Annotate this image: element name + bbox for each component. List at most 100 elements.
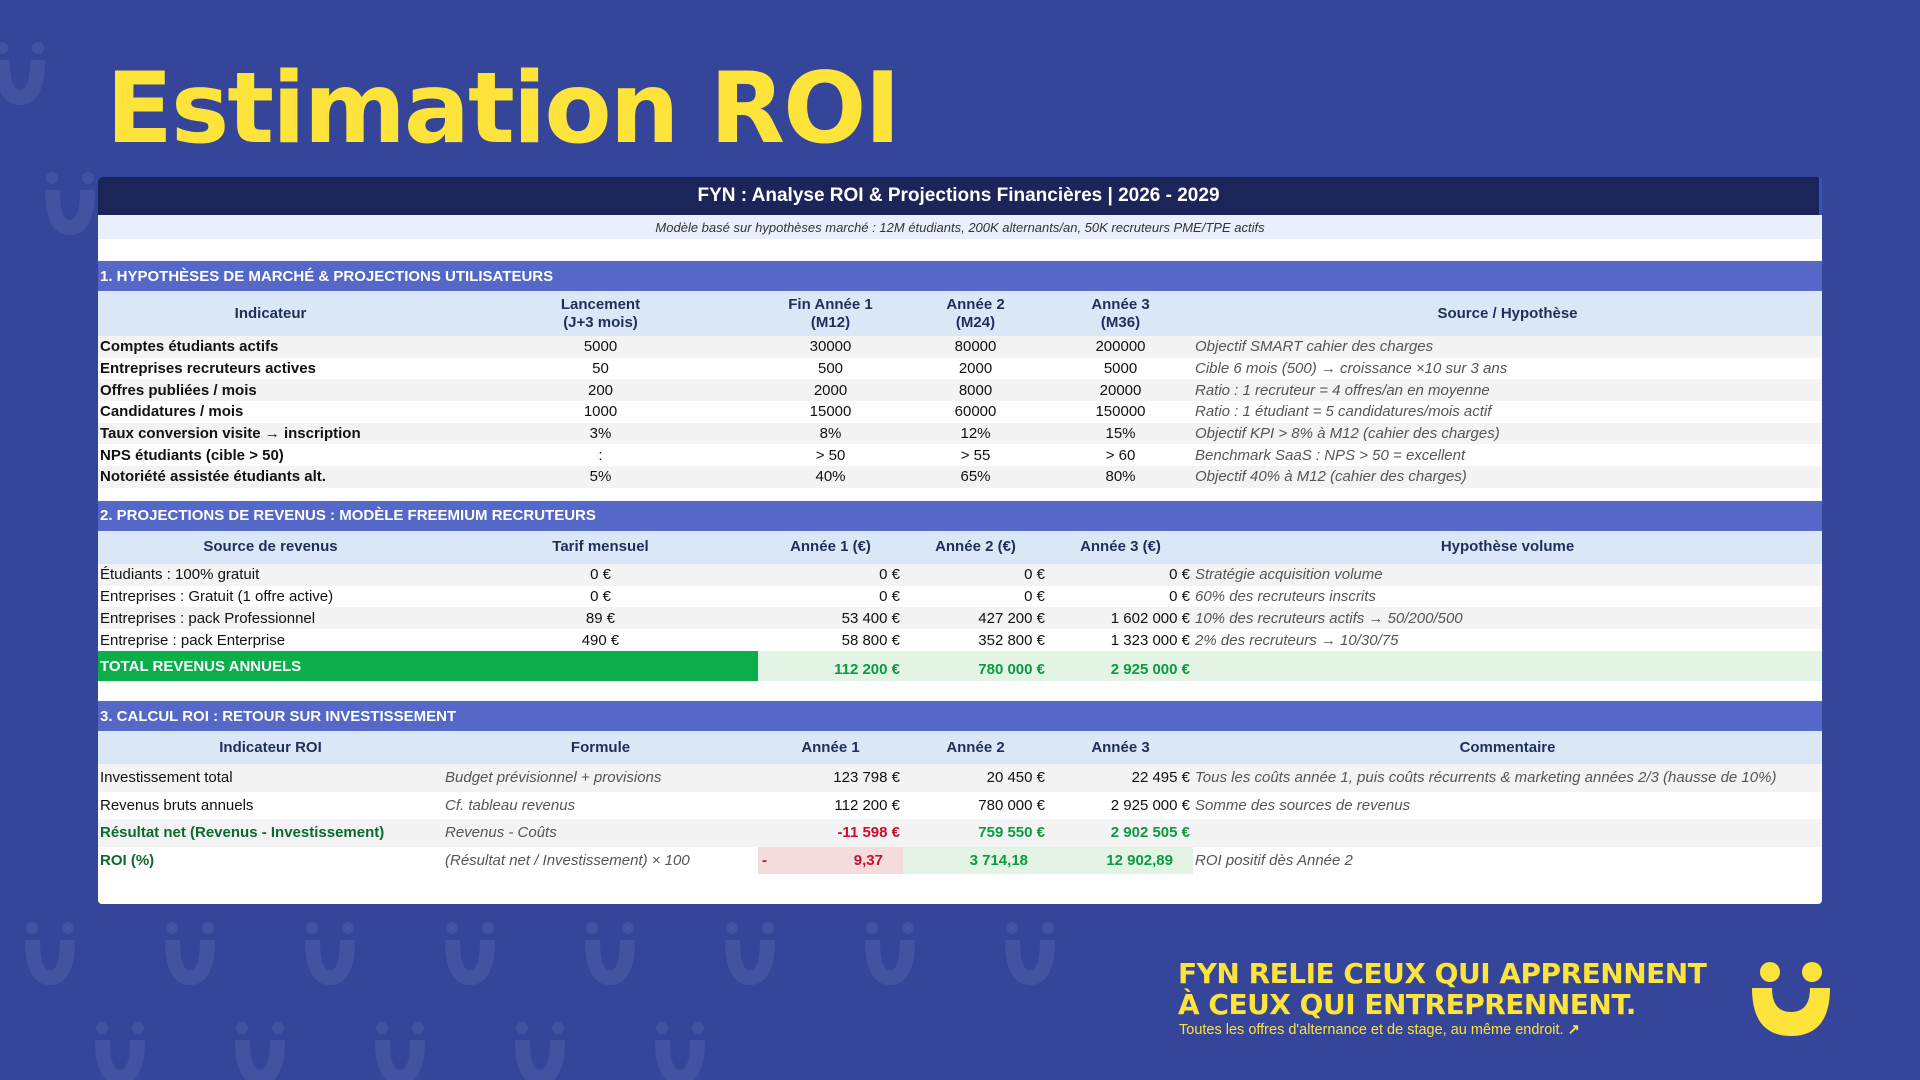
- table-row: Notoriété assistée étudiants alt. 5% 40%…: [98, 466, 1822, 488]
- comment-cell: Somme des sources de revenus: [1195, 796, 1411, 814]
- source-cell: Objectif SMART cahier des charges: [1193, 336, 1822, 358]
- indicator-cell: Résultat net (Revenus - Investissement): [98, 819, 443, 847]
- pattern-logo-icon: [95, 1022, 145, 1080]
- value-cell: 80%: [1048, 466, 1193, 488]
- value-cell: > 50: [815, 446, 846, 464]
- value-cell: 3%: [443, 422, 758, 445]
- col-header: Formule: [443, 731, 758, 764]
- value-cell: 123 798 €: [758, 764, 903, 792]
- market-hypotheses-table: Indicateur Lancement (J+3 mois) Fin Anné…: [98, 291, 1822, 488]
- price-cell: 89 €: [443, 607, 758, 630]
- roi-table: Indicateur ROI Formule Année 1 Année 2 A…: [98, 731, 1822, 874]
- tagline-part-2: APPRENNENT: [1499, 957, 1707, 990]
- source-cell: Étudiants : 100% gratuit: [98, 563, 443, 586]
- roi-value-cell: 3 714,18: [903, 846, 1048, 874]
- indicator-cell: Notoriété assistée étudiants alt.: [98, 466, 443, 488]
- value-cell: 427 200 €: [903, 607, 1048, 630]
- source-cell: Ratio : 1 recruteur = 4 offres/an en moy…: [1193, 379, 1822, 402]
- table-row: NPS étudiants (cible > 50) : > 50 > 55 >…: [98, 444, 1822, 466]
- indicator-cell: Entreprises recruteurs actives: [100, 360, 316, 378]
- value-cell: 780 000 €: [978, 796, 1045, 814]
- value-cell: 352 800 €: [978, 631, 1045, 649]
- indicator-cell: NPS étudiants (cible > 50): [100, 446, 284, 464]
- source-cell: Benchmark SaaS : NPS > 50 = excellent: [1195, 446, 1466, 464]
- indicator-cell: Candidatures / mois: [100, 403, 244, 421]
- col-header: Année 3 (€): [1048, 530, 1193, 564]
- formula-cell: (Résultat net / Investissement) × 100: [445, 851, 690, 869]
- source-cell: Entreprises : Gratuit (1 offre active): [100, 588, 334, 605]
- value-cell: 40%: [758, 466, 903, 488]
- value-cell: 53 400 €: [758, 607, 903, 630]
- tagline-part-1: FYN RELIE CEUX QUI: [1178, 957, 1500, 990]
- indicator-cell: Offres publiées / mois: [98, 379, 443, 402]
- col-header: Année 3 (M36): [1048, 291, 1193, 336]
- pattern-logo-icon: [0, 42, 45, 105]
- value-cell: 60000: [954, 403, 997, 421]
- value-cell: 20000: [1048, 379, 1193, 402]
- pattern-logo-icon: [305, 922, 355, 985]
- value-cell: 0 €: [879, 588, 900, 605]
- pattern-logo-icon: [655, 1022, 705, 1080]
- table-row: Candidatures / mois 1000 15000 60000 150…: [98, 401, 1822, 423]
- roi-sign: -: [762, 851, 767, 869]
- value-cell: 112 200 €: [834, 796, 900, 814]
- value-cell: 200000: [1048, 336, 1193, 358]
- spreadsheet: FYN : Analyse ROI & Projections Financiè…: [98, 177, 1822, 904]
- col-header: Année 1: [758, 731, 903, 764]
- value-cell: :: [598, 446, 603, 464]
- value-cell: 200: [443, 379, 758, 402]
- table-row: Taux conversion visite → inscription 3% …: [98, 422, 1822, 445]
- value-cell: 2000: [758, 379, 903, 402]
- footer-sub-text: Toutes les offres d'alternance et de sta…: [1179, 1022, 1564, 1038]
- total-row: TOTAL REVENUS ANNUELS 112 200 € 780 000 …: [98, 651, 1822, 681]
- indicator-cell: Investissement total: [98, 764, 443, 792]
- pattern-logo-icon: [1005, 922, 1055, 985]
- section-1-title: 1. HYPOTHÈSES DE MARCHÉ & PROJECTIONS UT…: [98, 261, 1822, 291]
- hypothesis-cell: 10% des recruteurs actifs → 50/200/500: [1193, 607, 1822, 630]
- value-cell: 15000: [809, 403, 852, 421]
- indicator-cell: Revenus bruts annuels: [100, 796, 254, 814]
- sheet-header: FYN : Analyse ROI & Projections Financiè…: [98, 177, 1822, 215]
- value-cell: -11 598 €: [758, 819, 903, 847]
- value-cell: 2 925 000 €: [1110, 796, 1190, 814]
- pattern-logo-icon: [235, 1022, 285, 1080]
- value-cell: 0 €: [1169, 588, 1190, 605]
- value-cell: > 60: [1105, 446, 1136, 464]
- table-row: Résultat net (Revenus - Investissement) …: [98, 819, 1822, 847]
- pattern-logo-icon: [165, 922, 215, 985]
- value-cell: > 55: [960, 446, 991, 464]
- col-header: Lancement (J+3 mois): [443, 291, 758, 336]
- roi-negative-cell: - 9,37: [758, 846, 903, 874]
- table-row: ROI (%) (Résultat net / Investissement) …: [98, 846, 1822, 874]
- col-header: Indicateur: [98, 291, 443, 336]
- col-header: Année 1 (€): [758, 530, 903, 564]
- value-cell: 20 450 €: [903, 764, 1048, 792]
- value-cell: 0 €: [1048, 563, 1193, 586]
- hypothesis-cell: 2% des recruteurs → 10/30/75: [1195, 631, 1399, 649]
- indicator-cell: Comptes étudiants actifs: [98, 336, 443, 358]
- col-header: Année 2 (M24): [903, 291, 1048, 336]
- pattern-logo-icon: [585, 922, 635, 985]
- pattern-logo-icon: [445, 922, 495, 985]
- pattern-logo-icon: [45, 172, 95, 235]
- section-2-title: 2. PROJECTIONS DE REVENUS : MODÈLE FREEM…: [98, 500, 1822, 531]
- value-cell: 12%: [903, 422, 1048, 445]
- table-row: Entreprise : pack Enterprise 490 € 58 80…: [98, 629, 1822, 651]
- fyn-logo-icon: [1752, 962, 1830, 1036]
- comment-cell: Tous les coûts année 1, puis coûts récur…: [1193, 764, 1822, 792]
- col-header: Source / Hypothèse: [1193, 291, 1822, 336]
- hypothesis-cell: Stratégie acquisition volume: [1193, 563, 1822, 586]
- pattern-logo-icon: [865, 922, 915, 985]
- sheet-subtitle: Modèle basé sur hypothèses marché : 12M …: [98, 215, 1822, 239]
- value-cell: 5%: [443, 466, 758, 488]
- col-header: Source de revenus: [98, 530, 443, 564]
- col-header: Tarif mensuel: [443, 530, 758, 564]
- value-cell: 5000: [443, 336, 758, 358]
- value-cell: 1 602 000 €: [1048, 607, 1193, 630]
- value-cell: 759 550 €: [903, 819, 1048, 847]
- roi-value: 9,37: [853, 851, 883, 869]
- col-header: Année 2: [903, 731, 1048, 764]
- total-value: 2 925 000 €: [1048, 651, 1193, 681]
- total-label: TOTAL REVENUS ANNUELS: [98, 651, 758, 681]
- table-row: Étudiants : 100% gratuit 0 € 0 € 0 € 0 €…: [98, 563, 1822, 586]
